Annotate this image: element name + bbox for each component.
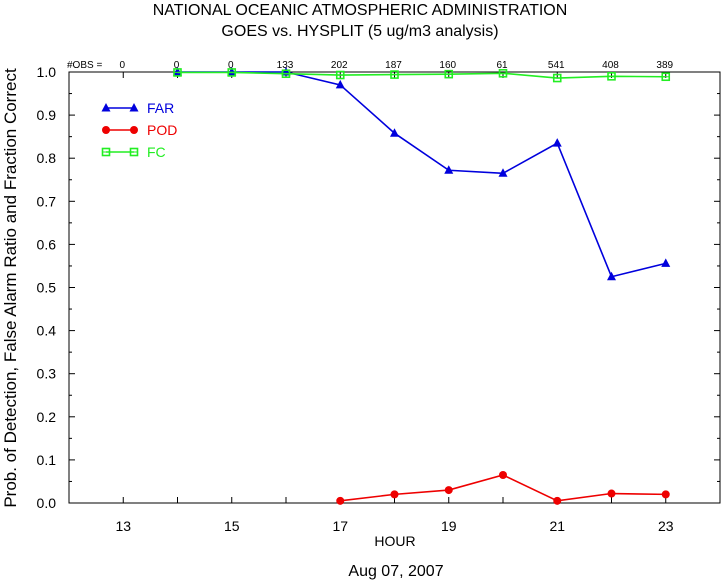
obs-count: 408: [602, 60, 619, 71]
x-tick-label: 23: [658, 518, 674, 534]
obs-count: 61: [496, 60, 508, 71]
series-pod: [336, 470, 670, 505]
legend-marker-far: [101, 103, 111, 112]
point-far: [444, 165, 454, 174]
point-far: [173, 67, 182, 76]
series-line-fc: [177, 71, 666, 79]
series-line-far: [177, 71, 666, 278]
obs-count: 160: [439, 60, 456, 71]
axes: 0.0 0.1 0.2 0.3 0.4 0.5 0.6 0.7 0.8 0.9 1.0 13 15 17 1…: [37, 64, 720, 534]
obs-count: 0: [174, 60, 180, 71]
series-far: [173, 67, 671, 281]
series-fc: [173, 68, 671, 83]
legend-item-pod: POD: [102, 122, 177, 138]
y-tick-label: 0.2: [37, 409, 57, 425]
legend-marker-pod: [102, 126, 110, 134]
point-far: [552, 138, 562, 147]
obs-count: 187: [385, 60, 402, 71]
y-axis-label: Prob. of Detection, False Alarm Ratio an…: [1, 68, 20, 508]
legend-label-pod: POD: [147, 122, 177, 138]
x-tick-label: 19: [441, 518, 457, 534]
y-tick-label: 0.1: [37, 452, 57, 468]
obs-count: 133: [277, 60, 294, 71]
series-layer: [173, 67, 671, 505]
point-far: [661, 258, 671, 267]
legend: FAR POD FC: [101, 100, 177, 160]
y-tick-label: 0.3: [37, 366, 57, 382]
point-pod: [336, 496, 345, 505]
obs-counts: 0 0 0 133 202 187 160 61 541 408 389: [119, 60, 673, 71]
x-tick-label: 21: [549, 518, 565, 534]
x-tick-label: 17: [332, 518, 348, 534]
y-tick-label: 0.9: [37, 107, 57, 123]
point-pod: [607, 489, 616, 498]
point-far: [498, 168, 508, 177]
point-far: [390, 128, 399, 137]
x-tick-label: 13: [115, 518, 131, 534]
y-tick-label: 0.8: [37, 150, 57, 166]
legend-label-far: FAR: [147, 100, 174, 116]
y-tick-label: 0.4: [37, 323, 57, 339]
y-tick-label: 0.0: [37, 495, 57, 511]
obs-label: #OBS =: [67, 60, 102, 71]
point-pod: [499, 470, 507, 479]
date-label: Aug 07, 2007: [348, 563, 443, 580]
y-tick-label: 0.7: [37, 193, 57, 209]
y-tick-label: 1.0: [37, 64, 57, 80]
x-axis-label: HOUR: [374, 533, 415, 549]
obs-count: 389: [656, 60, 673, 71]
legend-label-fc: FC: [147, 144, 166, 160]
point-far: [227, 67, 237, 76]
obs-count: 0: [119, 60, 125, 71]
point-pod: [661, 490, 670, 499]
legend-marker-pod: [130, 126, 138, 134]
obs-count: 541: [548, 60, 565, 71]
x-tick-label: 15: [224, 518, 240, 534]
chart-title: NATIONAL OCEANIC ATMOSPHERIC ADMINISTRAT…: [153, 2, 568, 19]
legend-item-far: FAR: [101, 100, 174, 116]
point-pod: [444, 486, 453, 495]
obs-count: 0: [228, 60, 234, 71]
obs-count: 202: [331, 60, 348, 71]
point-far: [607, 271, 616, 281]
y-tick-label: 0.6: [37, 236, 57, 252]
legend-marker-far: [129, 103, 139, 112]
chart-subtitle: GOES vs. HYSPLIT (5 ug/m3 analysis): [221, 23, 498, 40]
legend-item-fc: FC: [101, 144, 166, 160]
point-far: [335, 79, 345, 89]
y-tick-label: 0.5: [37, 280, 57, 296]
point-pod: [390, 490, 399, 499]
point-pod: [553, 496, 562, 505]
